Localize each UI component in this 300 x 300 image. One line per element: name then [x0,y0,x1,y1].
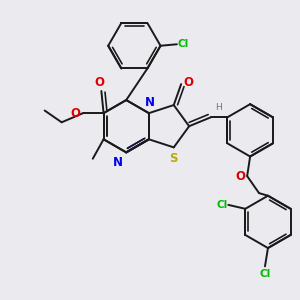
Text: O: O [184,76,194,89]
Text: Cl: Cl [216,200,227,210]
Text: S: S [169,152,178,165]
Text: O: O [71,106,81,120]
Text: Cl: Cl [260,269,271,279]
Text: Cl: Cl [178,39,189,49]
Text: H: H [215,103,222,112]
Text: O: O [94,76,104,88]
Text: O: O [236,169,246,183]
Text: N: N [146,96,155,109]
Text: N: N [113,156,123,169]
